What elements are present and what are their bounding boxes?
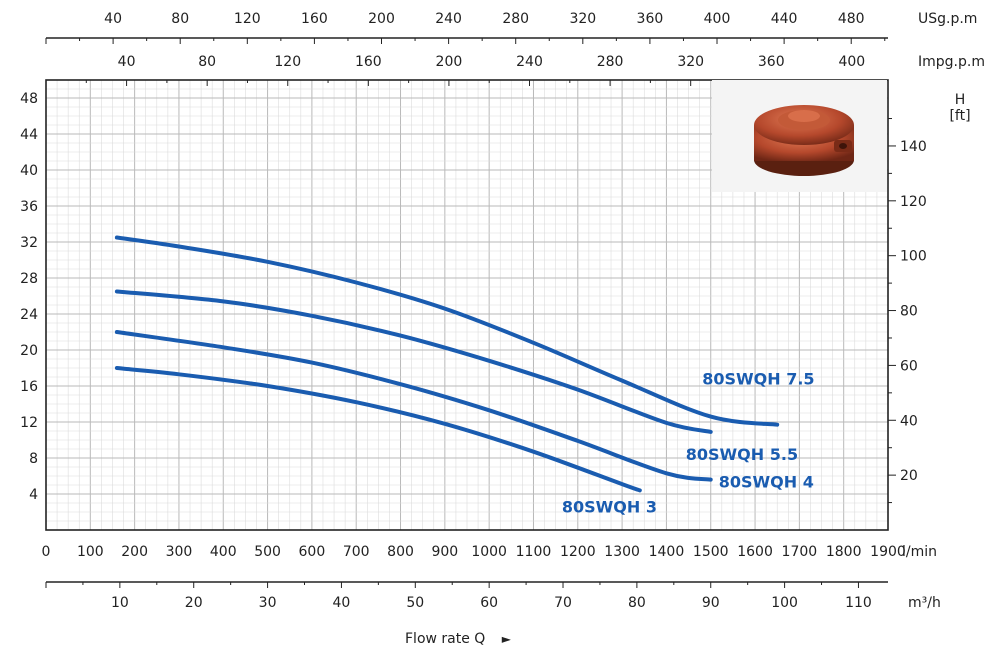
curve-80swqh-7.5	[114, 235, 780, 427]
y-tick-label: 12	[20, 415, 38, 431]
m3h-tick-label: 80	[628, 595, 646, 611]
y-tick-label: 36	[20, 199, 38, 215]
x-tick-label: 100	[77, 544, 104, 560]
impgpm-tick-label: 360	[758, 54, 785, 70]
y-tick-label: 40	[20, 163, 38, 179]
x-tick-label: 1400	[649, 544, 685, 560]
usgpm-tick-label: 360	[637, 11, 664, 27]
usgpm-tick-label: 280	[502, 11, 529, 27]
y-tick-label: 8	[29, 451, 38, 467]
flow-rate-axis-title: Flow rate Q ►	[405, 631, 511, 647]
impgpm-tick-label: 280	[597, 54, 624, 70]
ft-unit-label: [ft]	[949, 108, 970, 124]
x-tick-label: 200	[121, 544, 148, 560]
series-label-80swqh-4: 80SWQH 4	[719, 473, 814, 492]
m3h-unit-label: m³/h	[908, 595, 941, 611]
y-tick-label: 44	[20, 127, 38, 143]
x-tick-label: 500	[254, 544, 281, 560]
pump-photo	[712, 80, 887, 192]
ft-tick-label: 100	[900, 249, 927, 265]
impgpm-tick-label: 240	[516, 54, 543, 70]
usgpm-tick-label: 480	[838, 11, 865, 27]
x-tick-label: 800	[387, 544, 414, 560]
x-tick-label: 1900	[870, 544, 906, 560]
y-tick-label: 32	[20, 235, 38, 251]
ft-tick-label: 140	[900, 139, 927, 155]
usgpm-tick-label: 320	[569, 11, 596, 27]
series-label-80swqh-3: 80SWQH 3	[562, 497, 657, 516]
m3h-tick-label: 50	[406, 595, 424, 611]
usgpm-tick-label: 160	[301, 11, 328, 27]
impgpm-unit-label: Impg.p.m	[918, 54, 985, 70]
impgpm-tick-label: 40	[118, 54, 136, 70]
impgpm-tick-label: 120	[274, 54, 301, 70]
ft-tick-label: 40	[900, 413, 918, 429]
ft-tick-label: 120	[900, 194, 927, 210]
curve-80swqh-3	[114, 366, 642, 493]
ft-tick-label: 80	[900, 304, 918, 320]
usgpm-tick-label: 240	[435, 11, 462, 27]
m3h-tick-label: 90	[702, 595, 720, 611]
usgpm-tick-label: 200	[368, 11, 395, 27]
usgpm-tick-label: 80	[171, 11, 189, 27]
series-label-80swqh-5.5: 80SWQH 5.5	[686, 445, 798, 464]
ft-tick-label: 60	[900, 358, 918, 374]
x-tick-label: 1200	[560, 544, 596, 560]
series-label-80swqh-7.5: 80SWQH 7.5	[702, 370, 814, 389]
curve-80swqh-4	[114, 330, 713, 482]
y-tick-label: 24	[20, 307, 38, 323]
y-tick-label: 28	[20, 271, 38, 287]
x-tick-label: 900	[431, 544, 458, 560]
m3h-tick-label: 70	[554, 595, 572, 611]
usgpm-tick-label: 440	[771, 11, 798, 27]
impgpm-tick-label: 320	[677, 54, 704, 70]
m3h-tick-label: 60	[480, 595, 498, 611]
impgpm-tick-label: 200	[436, 54, 463, 70]
usgpm-tick-label: 120	[234, 11, 261, 27]
x-tick-label: 1600	[737, 544, 773, 560]
impgpm-tick-label: 80	[198, 54, 216, 70]
m3h-tick-label: 40	[333, 595, 351, 611]
x-tick-label: 600	[299, 544, 326, 560]
x-tick-label: 1300	[604, 544, 640, 560]
usgpm-unit-label: USg.p.m	[918, 11, 977, 27]
m3h-tick-label: 110	[845, 595, 872, 611]
flow-rate-label: Flow rate Q	[405, 631, 486, 647]
plot-frame	[45, 79, 889, 531]
x-tick-label: 1100	[516, 544, 552, 560]
x-tick-label: 1800	[826, 544, 862, 560]
m3h-tick-label: 30	[259, 595, 277, 611]
x-tick-label: 1000	[471, 544, 507, 560]
usgpm-tick-label: 40	[104, 11, 122, 27]
y-tick-label: 16	[20, 379, 38, 395]
impgpm-tick-label: 160	[355, 54, 382, 70]
m3h-tick-label: 10	[111, 595, 129, 611]
x-tick-label: 700	[343, 544, 370, 560]
y-tick-label: 20	[20, 343, 38, 359]
impgpm-tick-label: 400	[838, 54, 865, 70]
x-unit-label: l/min	[902, 544, 937, 560]
ft-tick-label: 20	[900, 468, 918, 484]
x-tick-label: 400	[210, 544, 237, 560]
usgpm-tick-label: 400	[704, 11, 731, 27]
curves	[114, 235, 780, 493]
x-tick-label: 300	[166, 544, 193, 560]
y-tick-label: 48	[20, 91, 38, 107]
m3h-tick-label: 100	[771, 595, 798, 611]
ft-axis-label: H	[955, 92, 966, 108]
curve-80swqh-5.5	[114, 289, 713, 434]
x-tick-label: 1700	[782, 544, 818, 560]
x-tick-label: 0	[42, 544, 51, 560]
right-arrow-icon: ►	[501, 632, 512, 646]
series-labels: 80SWQH 7.5 80SWQH 5.5 80SWQH 4 80SWQH 3	[562, 370, 815, 517]
pump-impeller-icon	[754, 105, 854, 176]
x-tick-label: 1500	[693, 544, 729, 560]
m3h-tick-label: 20	[185, 595, 203, 611]
y-tick-label: 4	[29, 487, 38, 503]
